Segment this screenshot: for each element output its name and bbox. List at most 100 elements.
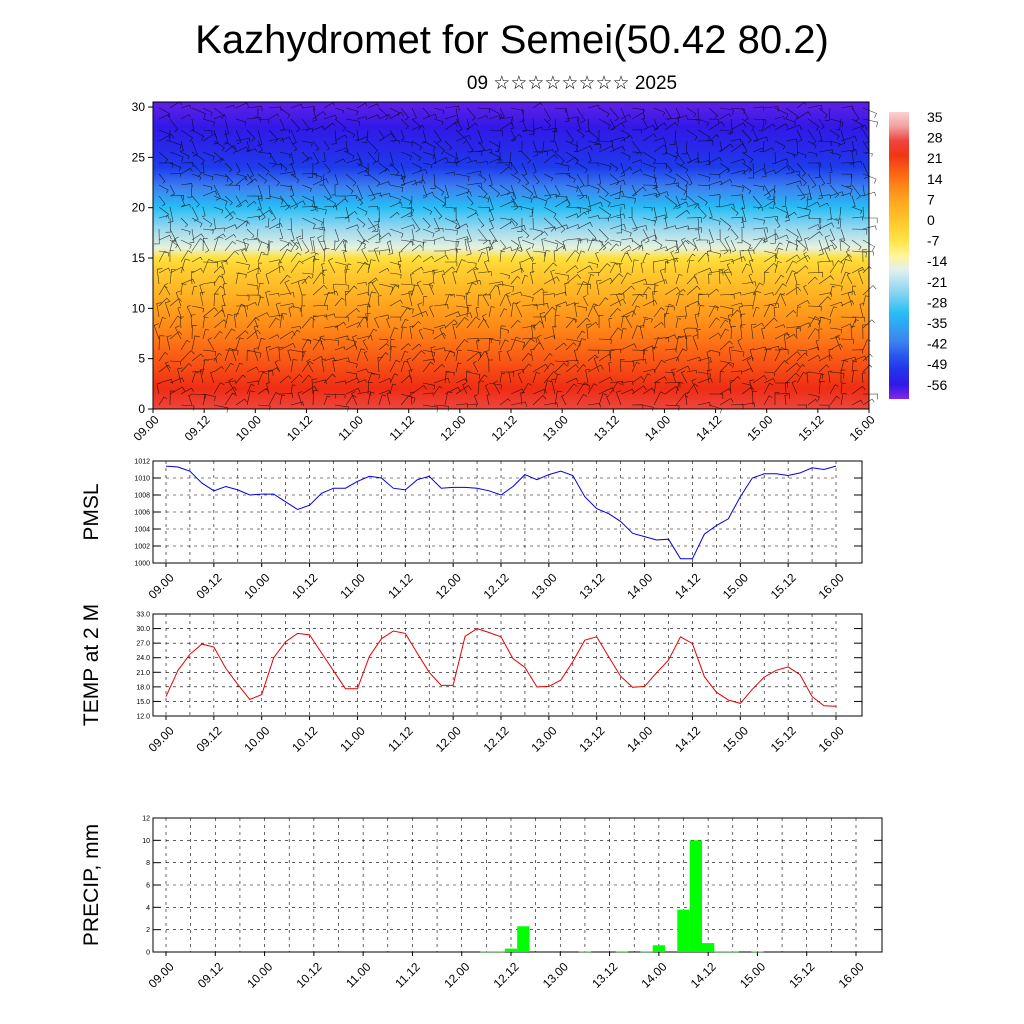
x-tick-label: 13.12 (591, 412, 622, 443)
colorbar-label: 14 (927, 171, 943, 187)
x-tick-label: 11.12 (385, 724, 416, 755)
x-tick-label: 11.00 (337, 724, 368, 755)
precip-bar (652, 945, 665, 952)
x-tick-label: 10.00 (241, 723, 272, 754)
y-tick-label: 27.0 (136, 641, 150, 648)
colorbar-label: -28 (927, 294, 947, 310)
x-tick-label: 14.12 (672, 570, 703, 601)
colorbar-label: -7 (927, 233, 940, 249)
x-tick-label: 10.12 (284, 412, 315, 443)
x-tick-label: 13.12 (576, 570, 607, 601)
x-tick-label: 11.12 (385, 571, 416, 602)
chart-title: Kazhydromet for Semei(50.42 80.2) (195, 18, 829, 62)
y-tick-label: 6 (146, 883, 150, 890)
y-tick-label: 0 (146, 950, 150, 957)
y-tick-label: 10 (132, 301, 146, 315)
wind-barb-strokes (153, 101, 878, 414)
pmsl-line (165, 465, 837, 560)
colorbar: 35 28 21 14 7 0 -7 -14 -21 -28 -35 -42 -49 -56 (889, 109, 947, 399)
y-tick-label: 8 (146, 860, 150, 867)
x-tick-label: 12.12 (481, 570, 512, 601)
colorbar-gradient (889, 112, 909, 399)
precip-bar (480, 951, 493, 953)
y-tick-label: 18.0 (136, 684, 150, 691)
x-tick-label: 10.12 (289, 570, 320, 601)
y-tick-label: 30.0 (136, 626, 150, 633)
y-tick-label: 12 (142, 816, 150, 823)
y-tick-label: 15 (132, 251, 146, 265)
precip-bar (517, 926, 530, 952)
y-tick-label: 33.0 (136, 612, 150, 619)
precip-bar (677, 909, 690, 952)
y-tick-label: 2 (146, 927, 150, 934)
chart-subtitle: 09 ☆☆☆☆☆☆☆☆ 2025 (466, 73, 678, 94)
x-tick-label: 13.00 (540, 959, 571, 990)
y-tick-label: 4 (146, 905, 150, 912)
x-tick-label: 09.12 (193, 723, 224, 754)
x-tick-label: 14.00 (624, 570, 655, 601)
x-tick-label: 12.00 (437, 412, 468, 443)
pmsl-panel: 1000 1002 1004 1006 1008 1010 1012 09.00 09.12 10… (80, 459, 863, 602)
colorbar-label: -14 (927, 253, 947, 269)
y-tick-label: 10 (142, 838, 150, 845)
x-tick-label: 09.12 (193, 570, 224, 601)
colorbar-label: -42 (927, 336, 947, 352)
precip-bar (689, 840, 702, 952)
y-axis-title: PRECIP, mm (80, 824, 103, 946)
colorbar-label: 28 (927, 130, 943, 146)
x-tick-label: 15.12 (786, 959, 817, 990)
colorbar-label: -35 (927, 315, 947, 331)
precip-bar (504, 948, 518, 952)
colorbar-label: -56 (927, 377, 947, 393)
x-tick-label: 12.12 (489, 412, 520, 443)
y-tick-label: 1010 (134, 476, 150, 483)
x-tick-label: 15.00 (737, 959, 768, 990)
x-tick-label: 12.12 (481, 723, 512, 754)
panel-frame (152, 613, 863, 717)
y-tick-label: 15.0 (136, 699, 150, 706)
x-tick-label: 10.12 (289, 723, 320, 754)
precip-bar (492, 951, 505, 953)
x-tick-label: 10.00 (244, 959, 275, 990)
colorbar-label: -49 (927, 356, 947, 372)
precip-bar (751, 951, 764, 953)
x-tick-label: 15.00 (720, 723, 751, 754)
x-tick-label: 15.12 (795, 412, 826, 443)
x-tick-label: 13.00 (528, 723, 559, 754)
x-tick-label: 14.00 (642, 412, 673, 443)
x-tick-label: 09.00 (131, 412, 162, 443)
x-tick-label: 11.00 (335, 413, 366, 444)
x-tick-label: 09.00 (146, 959, 177, 990)
colorbar-label: 21 (927, 150, 943, 166)
x-tick-label: 12.00 (433, 570, 464, 601)
colorbar-label: 7 (927, 191, 935, 207)
x-tick-label: 11.00 (337, 571, 368, 602)
y-tick-label: 0 (138, 402, 145, 416)
x-tick-label: 14.12 (688, 959, 719, 990)
colorbar-label: 0 (927, 212, 935, 228)
x-tick-label: 14.12 (672, 723, 703, 754)
y-tick-label: 24.0 (136, 655, 150, 662)
grid (165, 613, 837, 717)
precip-bar (726, 951, 739, 953)
x-tick-label: 16.00 (816, 570, 847, 601)
colorbar-label: -21 (927, 274, 947, 290)
x-tick-label: 14.00 (624, 723, 655, 754)
x-tick-label: 16.00 (816, 723, 847, 754)
x-tick-label: 13.12 (589, 959, 620, 990)
precip-bar (578, 951, 592, 953)
y-tick-label: 20 (132, 201, 146, 215)
x-tick-label: 10.12 (293, 959, 324, 990)
x-tick-label: 09.00 (146, 570, 177, 601)
x-tick-label: 12.00 (441, 959, 472, 990)
y-tick-label: 1008 (134, 493, 150, 500)
x-tick-label: 09.12 (182, 412, 213, 443)
cross-section-panel: 0 5 10 15 20 25 30 09.00 09.12 10.00 10.12 11.00 11.… (131, 100, 878, 444)
y-tick-label: 21.0 (136, 670, 150, 677)
x-tick-label: 16.00 (836, 959, 867, 990)
x-tick-label: 15.12 (768, 570, 799, 601)
x-tick-label: 12.00 (433, 723, 464, 754)
y-tick-label: 12.0 (136, 714, 150, 721)
y-tick-label: 1004 (134, 527, 150, 534)
x-tick-label: 12.12 (491, 959, 522, 990)
